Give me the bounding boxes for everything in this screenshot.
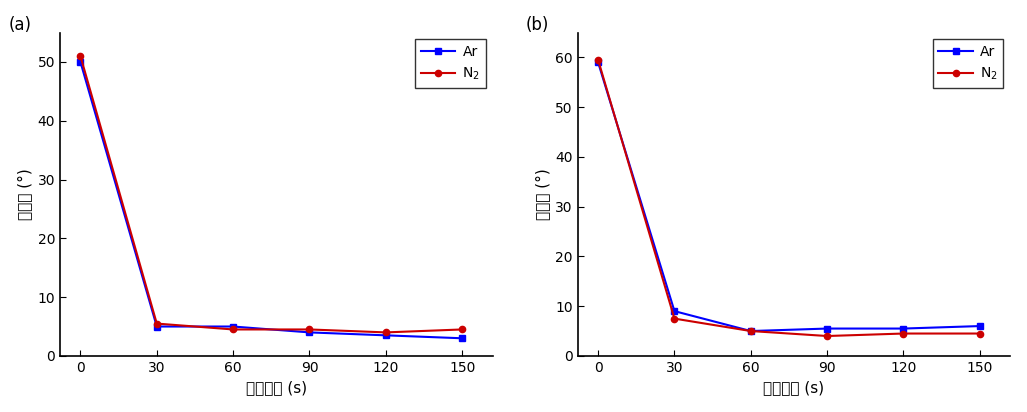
Line: Ar: Ar: [595, 59, 983, 334]
N$_2$: [898, 331, 910, 336]
N$_2$: [456, 327, 468, 332]
Ar: [227, 324, 239, 329]
Line: Ar: Ar: [77, 59, 465, 342]
N$_2$: [592, 57, 604, 62]
N$_2$: [745, 328, 757, 333]
N$_2$: [74, 54, 86, 59]
Ar: [74, 59, 86, 64]
Line: N$_2$: N$_2$: [77, 53, 465, 335]
N$_2$: [974, 331, 986, 336]
Text: (a): (a): [8, 16, 31, 34]
N$_2$: [303, 327, 315, 332]
Ar: [456, 336, 468, 341]
Ar: [974, 323, 986, 328]
Ar: [303, 330, 315, 335]
X-axis label: 活化时间 (s): 活化时间 (s): [245, 380, 307, 396]
N$_2$: [380, 330, 392, 335]
Y-axis label: 接触角 (°): 接触角 (°): [535, 169, 549, 220]
X-axis label: 活化时间 (s): 活化时间 (s): [763, 380, 825, 396]
Legend: Ar, N$_2$: Ar, N$_2$: [933, 40, 1003, 88]
N$_2$: [151, 321, 163, 326]
Ar: [745, 328, 757, 333]
Y-axis label: 接触角 (°): 接触角 (°): [17, 169, 32, 220]
Legend: Ar, N$_2$: Ar, N$_2$: [415, 40, 486, 88]
N$_2$: [669, 316, 681, 321]
N$_2$: [227, 327, 239, 332]
Ar: [669, 309, 681, 314]
Line: N$_2$: N$_2$: [595, 57, 983, 339]
Ar: [821, 326, 833, 331]
Ar: [592, 60, 604, 65]
Ar: [151, 324, 163, 329]
Ar: [380, 333, 392, 338]
Text: (b): (b): [526, 16, 549, 34]
Ar: [898, 326, 910, 331]
N$_2$: [821, 334, 833, 339]
